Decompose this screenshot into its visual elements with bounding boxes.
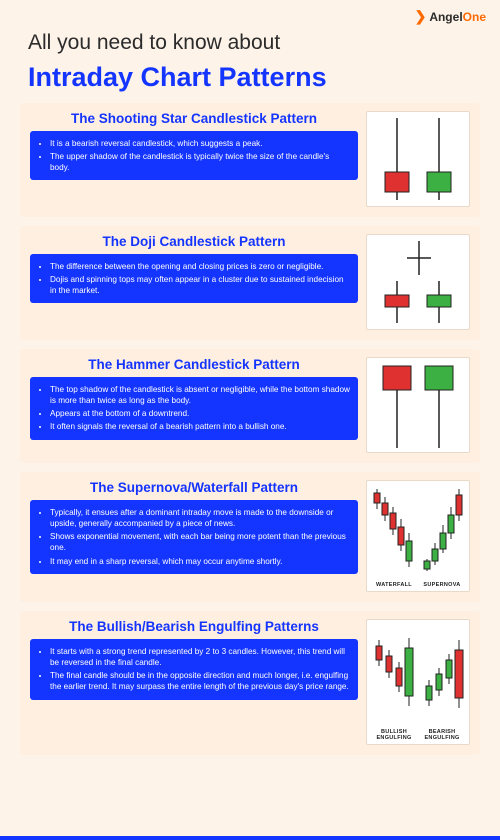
shooting-star-illustration (366, 111, 470, 207)
pattern-point: Shows exponential movement, with each ba… (50, 531, 350, 553)
pattern-title: The Shooting Star Candlestick Pattern (30, 111, 358, 126)
pattern-body: The difference between the opening and c… (30, 254, 358, 303)
pattern-title: The Bullish/Bearish Engulfing Patterns (30, 619, 358, 634)
illus-label: BEARISH ENGULFING (417, 729, 467, 741)
logo-icon: ❯ (415, 8, 427, 25)
pattern-point: The top shadow of the candlestick is abs… (50, 384, 350, 406)
pattern-point: Typically, it ensues after a dominant in… (50, 507, 350, 529)
pattern-list: The Shooting Star Candlestick Pattern It… (0, 103, 500, 769)
pattern-point: It starts with a strong trend represente… (50, 646, 350, 668)
pattern-card: The Hammer Candlestick Pattern The top s… (20, 349, 480, 463)
pattern-point: The final candle should be in the opposi… (50, 670, 350, 692)
pattern-body: The top shadow of the candlestick is abs… (30, 377, 358, 439)
pattern-point: The difference between the opening and c… (50, 261, 350, 272)
header-subtitle: All you need to know about (28, 30, 472, 56)
logo-text-main: Angel (429, 10, 462, 24)
pattern-point: Dojis and spinning tops may often appear… (50, 274, 350, 296)
engulfing-illustration: BULLISH ENGULFING BEARISH ENGULFING (366, 619, 470, 745)
header-title: Intraday Chart Patterns (28, 62, 472, 93)
brand-logo: ❯ AngelOne (415, 8, 486, 25)
pattern-title: The Hammer Candlestick Pattern (30, 357, 358, 372)
pattern-point: It is a bearish reversal candlestick, wh… (50, 138, 350, 149)
logo-text-suffix: One (463, 10, 486, 24)
hammer-illustration (366, 357, 470, 453)
pattern-body: It is a bearish reversal candlestick, wh… (30, 131, 358, 180)
pattern-point: It often signals the reversal of a beari… (50, 421, 350, 432)
doji-illustration (366, 234, 470, 330)
pattern-title: The Doji Candlestick Pattern (30, 234, 358, 249)
supernova-waterfall-illustration: WATERFALL SUPERNOVA (366, 480, 470, 592)
pattern-card: The Doji Candlestick Pattern The differe… (20, 226, 480, 340)
pattern-point: The upper shadow of the candlestick is t… (50, 151, 350, 173)
illus-label: BULLISH ENGULFING (369, 729, 419, 741)
pattern-card: The Bullish/Bearish Engulfing Patterns I… (20, 611, 480, 755)
pattern-body: It starts with a strong trend represente… (30, 639, 358, 699)
pattern-card: The Shooting Star Candlestick Pattern It… (20, 103, 480, 217)
illus-label: SUPERNOVA (419, 582, 465, 588)
pattern-title: The Supernova/Waterfall Pattern (30, 480, 358, 495)
pattern-body: Typically, it ensues after a dominant in… (30, 500, 358, 573)
pattern-point: Appears at the bottom of a downtrend. (50, 408, 350, 419)
footer-accent-bar (0, 836, 500, 840)
illus-label: WATERFALL (371, 582, 417, 588)
pattern-card: The Supernova/Waterfall Pattern Typicall… (20, 472, 480, 602)
pattern-point: It may end in a sharp reversal, which ma… (50, 556, 350, 567)
